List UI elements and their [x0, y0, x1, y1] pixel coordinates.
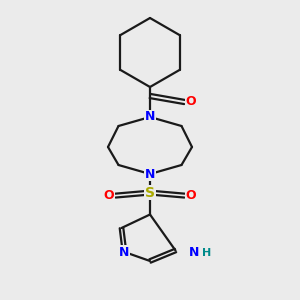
Text: N: N [145, 110, 155, 124]
Text: O: O [103, 189, 114, 202]
Text: H: H [202, 248, 211, 258]
Text: N: N [119, 245, 130, 259]
Text: N: N [189, 246, 200, 259]
Text: O: O [186, 189, 196, 202]
Text: N: N [145, 167, 155, 181]
Text: S: S [145, 186, 155, 200]
Text: O: O [186, 94, 196, 108]
